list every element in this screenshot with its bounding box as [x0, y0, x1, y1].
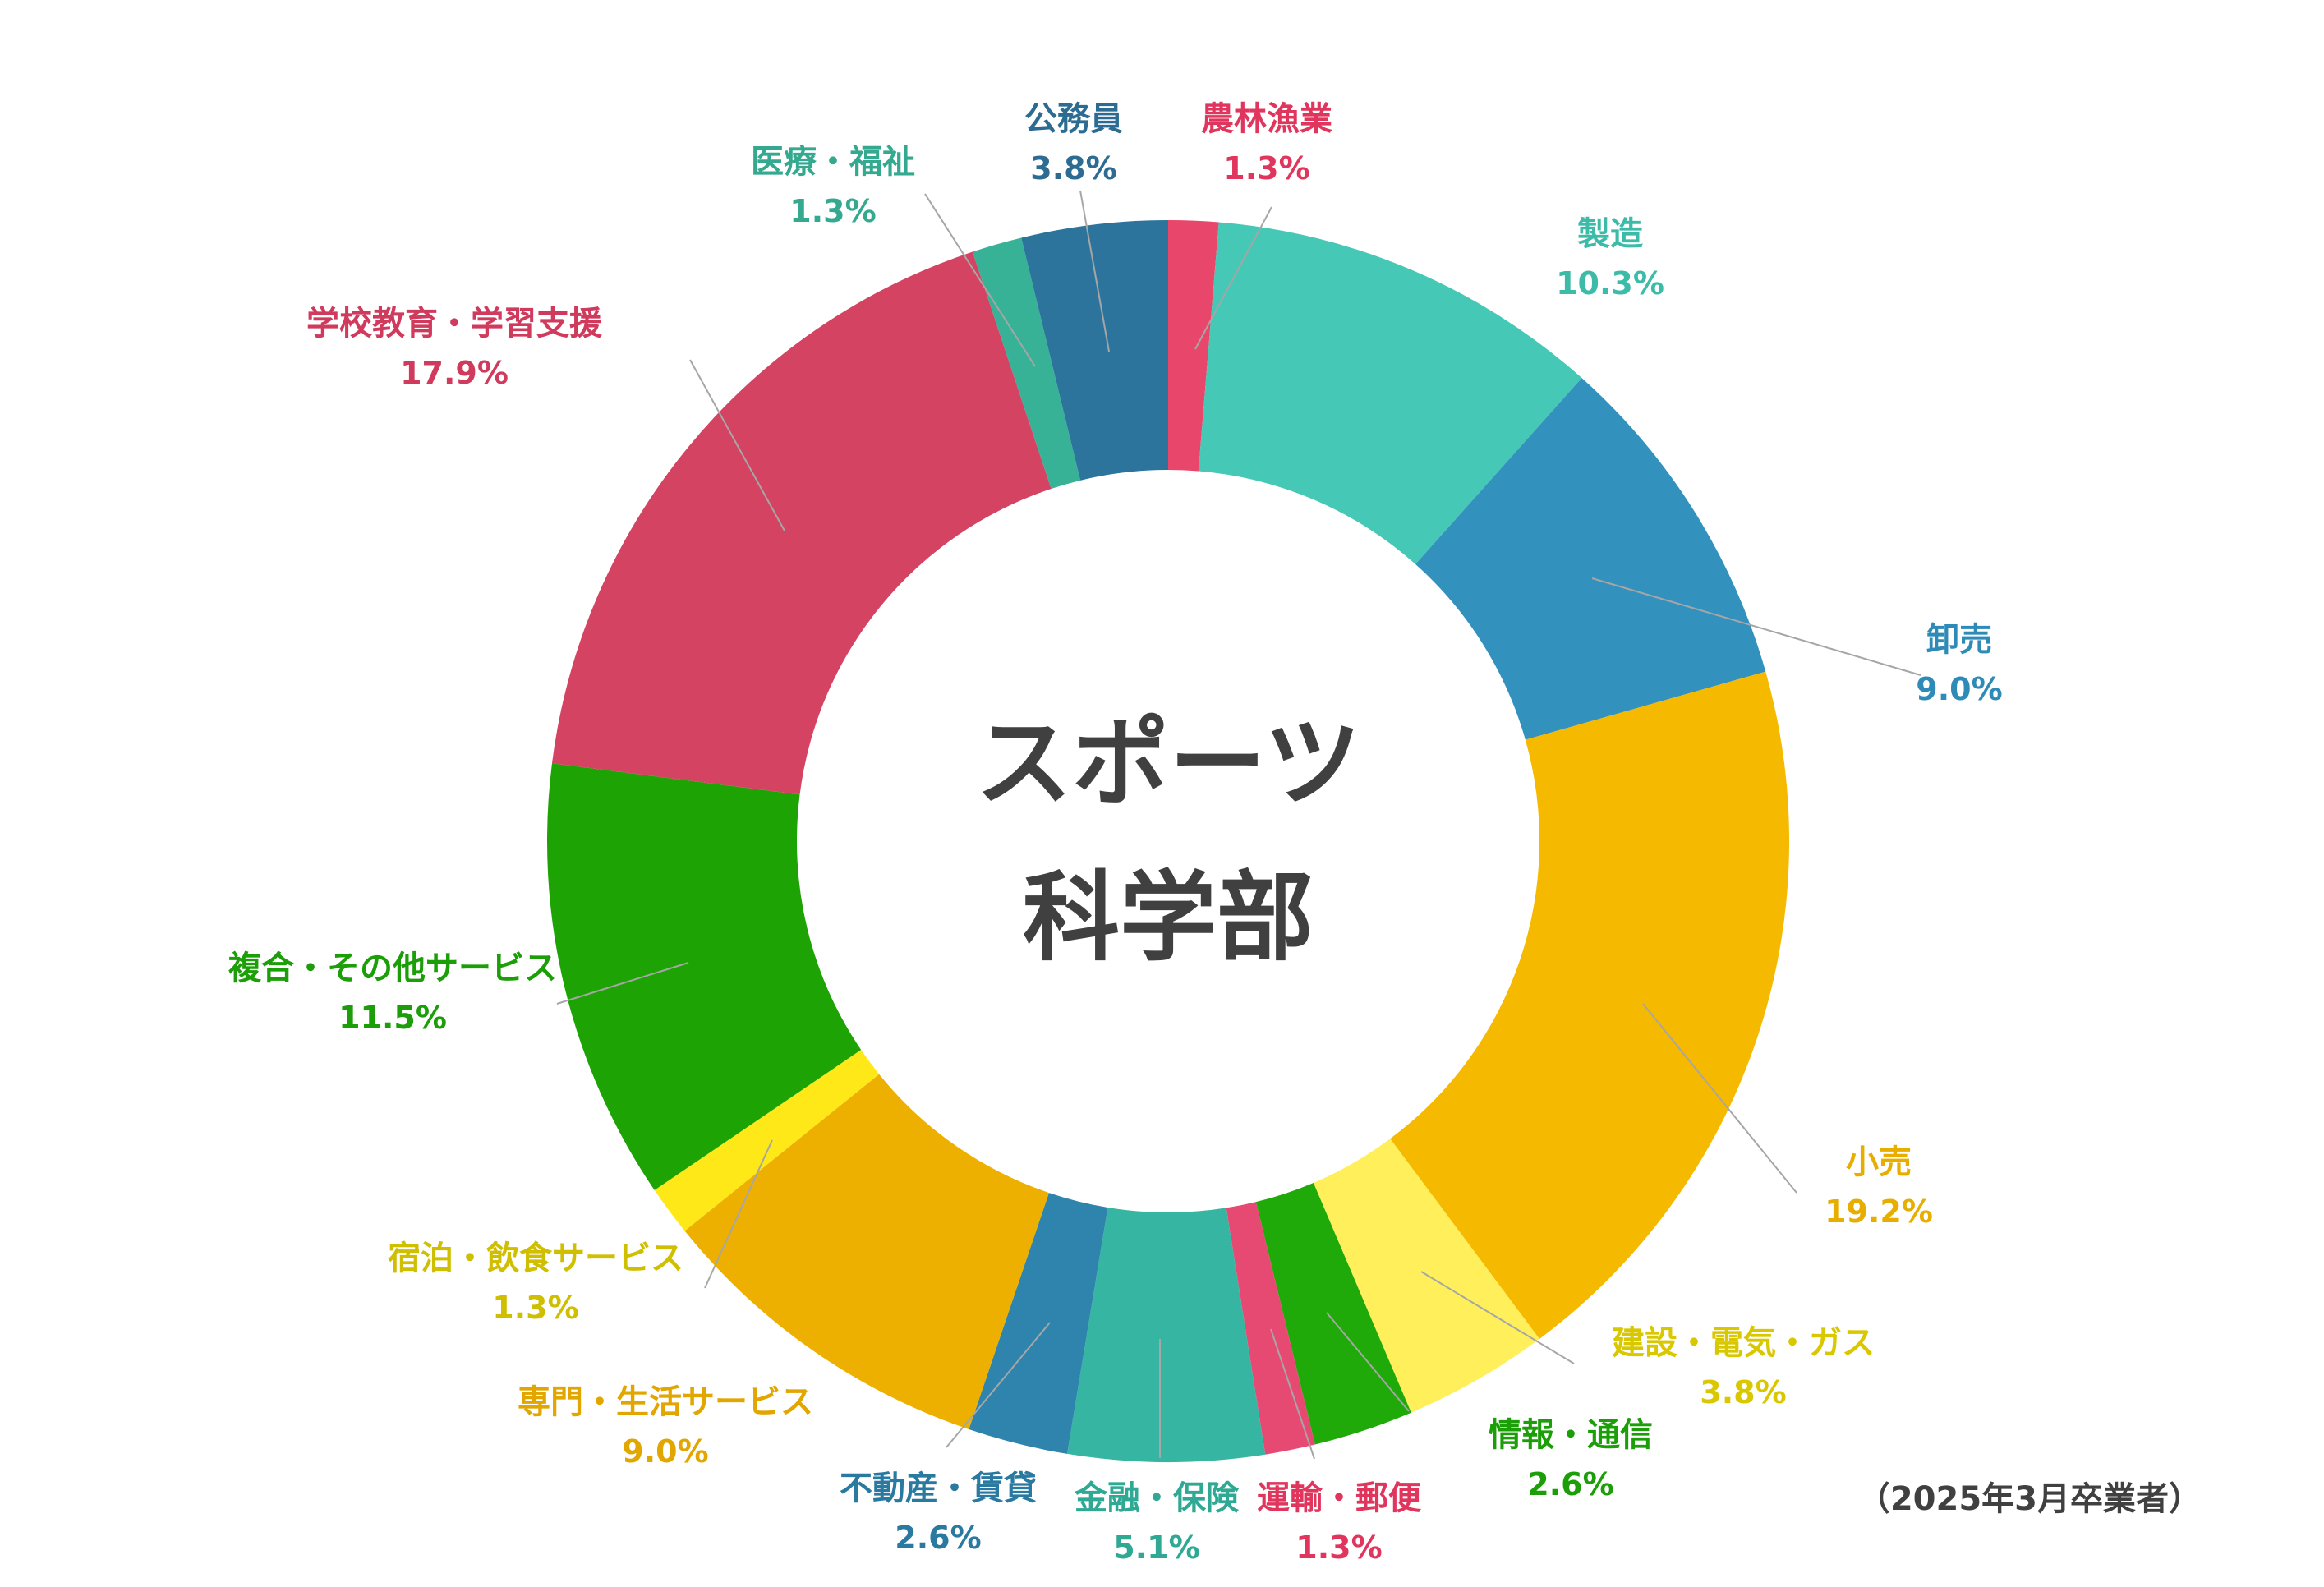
- leader-line-13: [689, 359, 785, 531]
- leader-line-6: [1326, 1312, 1410, 1412]
- slice-label-name-14: 医療・福祉: [751, 143, 915, 181]
- slice-label-name-9: 不動産・賃貸: [840, 1470, 1037, 1507]
- leader-line-12: [556, 962, 689, 1005]
- slice-6: [1255, 1182, 1411, 1445]
- slice-label-name-12: 複合・その他サービス: [228, 950, 557, 987]
- slice-1: [1168, 220, 1219, 472]
- leader-line-11: [704, 1139, 773, 1289]
- slice-label-value-4: 19.2%: [1825, 1194, 1933, 1230]
- slice-label-name-6: 情報・通信: [1489, 1416, 1653, 1454]
- slice-label-name-3: 卸売: [1926, 621, 1992, 659]
- slice-label-name-7: 運輸・郵便: [1257, 1479, 1422, 1517]
- slice-label-value-6: 2.6%: [1527, 1466, 1613, 1502]
- slice-4: [1390, 671, 1789, 1339]
- slice-13: [551, 251, 1052, 795]
- slice-label-value-13: 17.9%: [400, 355, 509, 391]
- slice-15: [1021, 220, 1168, 481]
- slice-label-value-11: 1.3%: [492, 1290, 578, 1326]
- slice-label-value-7: 1.3%: [1295, 1530, 1382, 1566]
- slice-label-name-4: 小売: [1846, 1143, 1912, 1181]
- slice-8: [1067, 1207, 1266, 1463]
- leader-line-9: [946, 1322, 1051, 1448]
- slice-label-value-14: 1.3%: [789, 193, 876, 229]
- slice-7: [1226, 1202, 1315, 1455]
- slice-label-value-15: 3.8%: [1030, 150, 1116, 186]
- leader-line-4: [1642, 1003, 1797, 1194]
- slice-label-name-2: 製造: [1577, 215, 1643, 253]
- leader-lines: [556, 190, 1921, 1460]
- slice-12: [547, 763, 862, 1190]
- slice-10: [684, 1074, 1049, 1430]
- leader-line-14: [924, 193, 1036, 367]
- slice-label-value-5: 3.8%: [1700, 1374, 1786, 1410]
- leader-line-5: [1420, 1271, 1575, 1364]
- slice-label-name-1: 農林漁業: [1201, 100, 1332, 138]
- leader-line-7: [1270, 1328, 1315, 1460]
- slice-label-value-12: 11.5%: [338, 1000, 447, 1036]
- slice-label-name-13: 学校教育・学習支援: [306, 305, 603, 343]
- center-title-line-1: スポーツ: [975, 706, 1361, 820]
- slice-label-name-11: 宿泊・飲食サービス: [388, 1240, 683, 1277]
- slice-label-value-3: 9.0%: [1916, 671, 2002, 707]
- leader-line-3: [1591, 577, 1921, 676]
- donut-slices: [547, 220, 1789, 1463]
- slice-2: [1198, 222, 1582, 564]
- slice-3: [1415, 378, 1766, 740]
- slice-11: [654, 1050, 880, 1231]
- slice-label-value-1: 1.3%: [1223, 150, 1309, 186]
- slice-label-name-8: 金融・保険: [1074, 1479, 1240, 1517]
- slice-14: [972, 237, 1081, 490]
- slice-label-value-2: 10.3%: [1556, 265, 1664, 301]
- leader-line-15: [1079, 190, 1110, 352]
- slice-9: [969, 1193, 1108, 1454]
- slice-label-name-5: 建設・電気・ガス: [1612, 1324, 1875, 1362]
- slice-label-value-10: 9.0%: [622, 1433, 708, 1470]
- slice-label-value-9: 2.6%: [895, 1520, 981, 1556]
- slice-label-name-10: 専門・生活サービス: [518, 1383, 813, 1421]
- center-title-line-2: 科学部: [1023, 861, 1314, 974]
- chart-note: （2025年3月卒業者）: [1857, 1480, 2202, 1518]
- leader-line-1: [1194, 206, 1272, 350]
- slice-labels: 農林漁業 1.3% 製造 10.3% 卸売 9.0% 小売 19.2% 建設・電気・ガス 3.8%…: [228, 100, 2003, 1566]
- slice-label-value-8: 5.1%: [1113, 1530, 1199, 1566]
- slice-label-name-15: 公務員: [1024, 100, 1123, 138]
